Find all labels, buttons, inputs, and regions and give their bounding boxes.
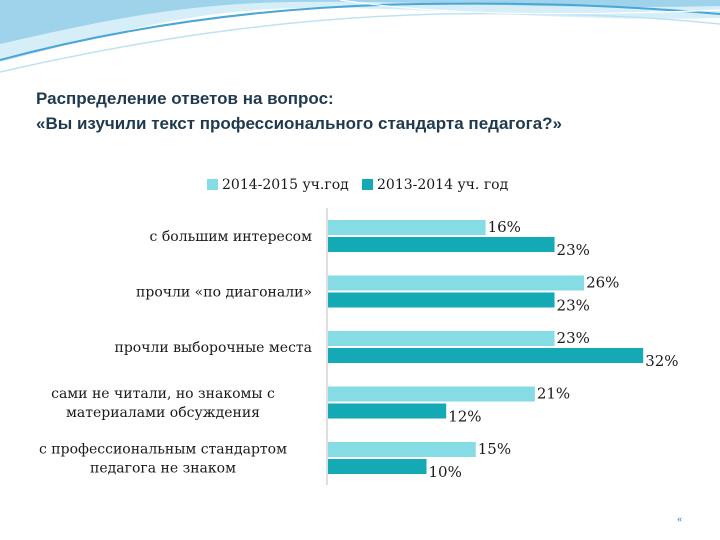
bar-2013-2014	[328, 348, 644, 363]
data-label: 23%	[557, 297, 590, 315]
bar-2014-2015	[328, 442, 476, 457]
data-label: 15%	[478, 440, 511, 458]
header-wave-decoration	[0, 0, 720, 73]
bar-2014-2015	[328, 331, 555, 346]
wave-stroke-1	[0, 2, 720, 61]
category-label: прочли «по диагонали»	[136, 285, 312, 301]
bar-2013-2014	[328, 403, 447, 419]
category-labels: с большим интересом прочли «по диагонали»…	[39, 229, 312, 477]
data-label: 16%	[488, 218, 521, 236]
category-label: педагога не знаком	[90, 461, 236, 477]
wave-stroke-2	[0, 12, 720, 73]
legend-swatch-2014-2015	[207, 179, 218, 190]
bar-2014-2015	[328, 275, 585, 291]
data-label: 23%	[557, 329, 590, 347]
bar-2013-2014	[328, 459, 427, 474]
category-label: сами не читали, но знакомы с	[51, 386, 275, 402]
wave-stroke-3	[339, 0, 720, 15]
data-label: 12%	[448, 408, 481, 426]
data-label: 23%	[557, 241, 590, 259]
category-label: с большим интересом	[150, 229, 313, 245]
slide-title-line-1: Распределение ответов на вопрос:	[36, 89, 334, 108]
data-label: 10%	[429, 463, 462, 481]
bar-2014-2015	[328, 220, 486, 235]
wave-light	[0, 0, 720, 62]
category-label: прочли выборочные места	[115, 340, 313, 356]
bar-2013-2014	[328, 292, 555, 308]
data-label: 32%	[645, 352, 678, 370]
slide-title-line-2: «Вы изучили текст профессионального стан…	[36, 114, 563, 133]
bar-2014-2015	[328, 386, 535, 402]
bars	[328, 220, 644, 474]
slide-title: Распределение ответов на вопрос: «Вы изу…	[36, 86, 696, 136]
wave-mid	[0, 0, 720, 44]
legend-label-2013-2014: 2013-2014 уч. год	[377, 177, 509, 193]
data-labels: 16% 23% 26% 23% 23% 32% 21% 12% 15% 10%	[429, 218, 679, 481]
data-label: 26%	[586, 274, 619, 292]
bar-2013-2014	[328, 237, 555, 252]
category-label: с профессиональным стандартом	[39, 442, 287, 458]
legend-label-2014-2015: 2014-2015 уч.год	[222, 177, 349, 193]
page-number: «	[677, 514, 682, 525]
data-label: 21%	[537, 385, 570, 403]
legend-swatch-2013-2014	[362, 179, 373, 190]
category-label: материалами обсуждения	[66, 405, 260, 421]
chart-legend: 2014-2015 уч.год 2013-2014 уч. год	[207, 177, 509, 193]
